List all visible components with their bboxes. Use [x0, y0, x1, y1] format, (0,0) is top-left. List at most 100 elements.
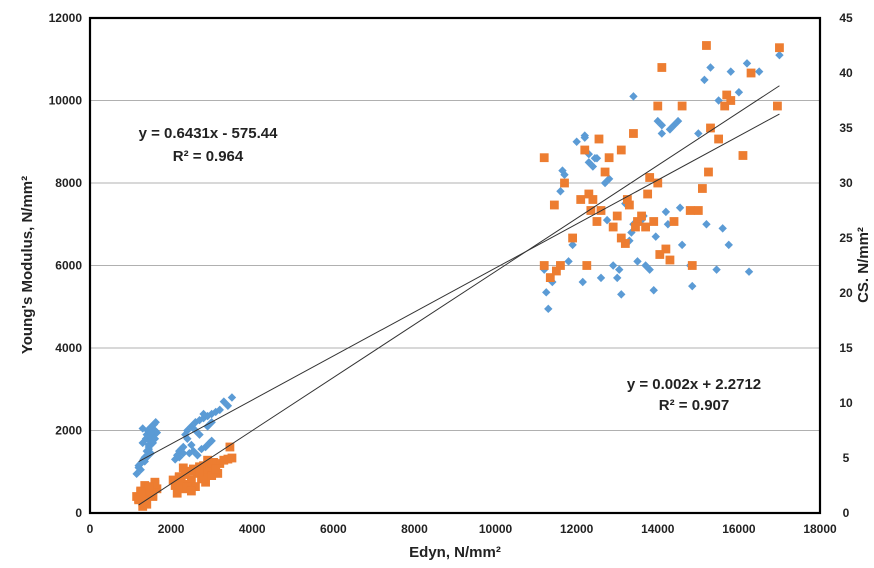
- series2-point: [677, 101, 687, 111]
- series2-point: [722, 90, 732, 100]
- series1-point: [617, 290, 626, 299]
- y2-tick-label: 5: [843, 451, 850, 465]
- x-tick-label: 12000: [560, 522, 594, 536]
- series1-point: [673, 116, 683, 126]
- series2-point: [600, 167, 610, 177]
- series2-point: [549, 200, 559, 210]
- series1-point: [132, 469, 141, 479]
- series1-point: [195, 430, 204, 439]
- series1-point: [675, 203, 685, 212]
- x-tick-label: 16000: [722, 522, 756, 536]
- series1-point: [187, 440, 196, 450]
- series2-point: [227, 453, 237, 463]
- y2-tick-label: 40: [839, 66, 853, 80]
- series1-point: [542, 288, 551, 297]
- series2-point: [170, 481, 180, 490]
- series2-point: [693, 206, 703, 215]
- y-axis-title: Young's Modulus, N/mm²: [19, 176, 36, 354]
- series2-point: [616, 233, 626, 243]
- series1-point: [706, 63, 715, 72]
- series1-point: [556, 187, 565, 196]
- series2-point: [586, 206, 596, 215]
- series2-point: [568, 233, 578, 243]
- series2-point: [134, 494, 144, 504]
- series2-point: [576, 195, 586, 204]
- series2-point: [773, 101, 782, 111]
- series1-point: [179, 448, 188, 458]
- series2-point: [545, 273, 555, 282]
- y2-tick-label: 25: [839, 231, 853, 245]
- series2-point: [704, 167, 713, 177]
- series1-point: [744, 267, 754, 276]
- series2-point: [653, 178, 663, 188]
- series2-point: [746, 68, 756, 78]
- series2-point: [624, 200, 634, 210]
- x-tick-label: 18000: [803, 522, 837, 536]
- series2-point: [661, 244, 671, 254]
- series2-point: [687, 261, 697, 270]
- series2-point: [225, 442, 235, 452]
- series1-point: [649, 286, 658, 295]
- series2-point: [653, 101, 663, 111]
- series2-point: [631, 222, 640, 232]
- series1-point: [651, 232, 660, 241]
- series1-point: [564, 257, 573, 266]
- y-tick-label: 8000: [55, 176, 82, 190]
- series2-point: [629, 129, 638, 138]
- series1-point: [694, 129, 703, 138]
- y-tick-label: 12000: [49, 11, 83, 25]
- series1-point: [578, 277, 587, 287]
- series1-point: [688, 281, 697, 291]
- series1-point: [544, 304, 553, 314]
- series2-point: [560, 178, 569, 188]
- series2-point: [685, 206, 695, 215]
- series2-point: [657, 63, 667, 72]
- series2-point: [641, 222, 651, 232]
- x-tick-label: 10000: [479, 522, 513, 536]
- series2-point: [612, 211, 622, 221]
- series1-point: [203, 422, 212, 431]
- y2-tick-label: 30: [839, 176, 853, 190]
- series2-point: [702, 41, 711, 50]
- series1-point: [724, 240, 733, 250]
- series2-point: [620, 239, 630, 248]
- series1-point: [627, 228, 636, 237]
- trendline-series1: [138, 85, 780, 506]
- series2-point: [720, 101, 730, 111]
- series1-point: [193, 451, 202, 460]
- series1-point: [700, 75, 709, 85]
- equation-series2: y = 0.002x + 2.2712: [627, 376, 761, 393]
- series1-point: [604, 174, 614, 184]
- series1-point: [199, 409, 208, 419]
- series2-point: [649, 217, 659, 226]
- series1-point: [714, 96, 723, 105]
- series2-point: [551, 266, 561, 276]
- series1-point: [602, 215, 612, 225]
- series2-point: [199, 473, 208, 483]
- y2-tick-label: 20: [839, 286, 853, 300]
- series1-point: [661, 207, 671, 217]
- y-tick-label: 6000: [55, 259, 82, 273]
- series1-point: [584, 158, 594, 167]
- series2-point: [706, 123, 715, 133]
- series1-point: [179, 442, 188, 452]
- series1-point: [615, 265, 624, 274]
- series2-point: [645, 173, 655, 182]
- series1-point: [734, 88, 744, 97]
- series2-point: [539, 153, 549, 163]
- series1-point: [613, 273, 622, 283]
- series2-point: [195, 467, 204, 477]
- y-tick-label: 4000: [55, 341, 82, 355]
- series1-point: [568, 240, 577, 250]
- series2-point: [174, 472, 184, 482]
- series2-point: [637, 211, 646, 221]
- series2-point: [594, 134, 604, 144]
- series2-point: [186, 486, 196, 496]
- series2-point: [178, 463, 188, 473]
- series1-point: [726, 67, 735, 76]
- series2-point: [669, 217, 679, 226]
- y-tick-label: 2000: [55, 424, 82, 438]
- x-tick-label: 2000: [158, 522, 185, 536]
